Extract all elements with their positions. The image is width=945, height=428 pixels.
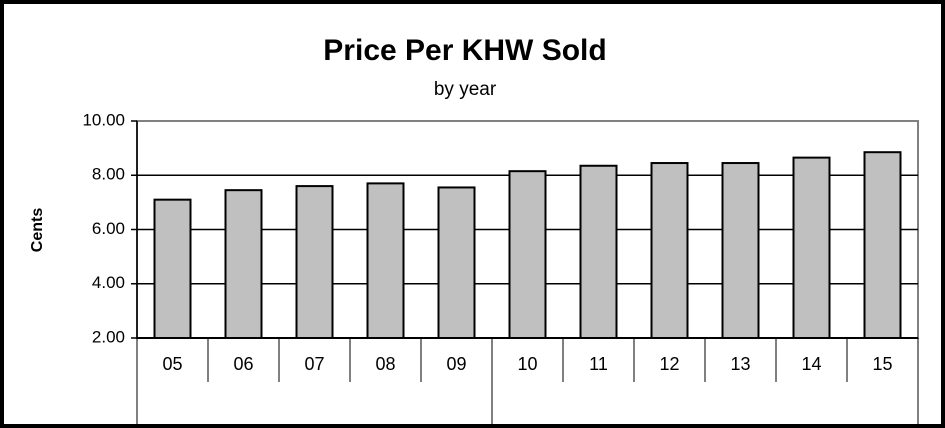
x-tick-label: 14 (801, 354, 821, 374)
x-tick-label: 09 (446, 354, 466, 374)
bar (366, 182, 405, 339)
bar (437, 186, 476, 339)
x-tick-label: 06 (233, 354, 253, 374)
bar (508, 170, 547, 339)
y-tick-label: 10.00 (82, 110, 125, 129)
chart-title: Price Per KHW Sold (323, 34, 606, 67)
x-tick-label: 12 (659, 354, 679, 374)
bar (295, 185, 334, 339)
y-axis-label: Cents (29, 208, 46, 253)
bar (792, 156, 831, 339)
y-tick-label: 2.00 (92, 327, 125, 346)
y-tick-label: 4.00 (92, 273, 125, 292)
bar (579, 164, 618, 339)
y-tick-label: 6.00 (92, 219, 125, 238)
bar (863, 151, 902, 339)
x-tick-label: 08 (375, 354, 395, 374)
y-tick-label: 8.00 (92, 165, 125, 184)
x-tick-label: 13 (730, 354, 750, 374)
bar (650, 162, 689, 339)
bar (153, 198, 192, 339)
bar (721, 162, 760, 339)
x-tick-label: 10 (517, 354, 537, 374)
bar (224, 189, 263, 339)
x-tick-label: 11 (589, 354, 608, 374)
x-tick-label: 07 (304, 354, 324, 374)
x-tick-label: 15 (872, 354, 892, 374)
x-tick-label: 05 (162, 354, 182, 374)
chart-subtitle: by year (434, 79, 497, 100)
